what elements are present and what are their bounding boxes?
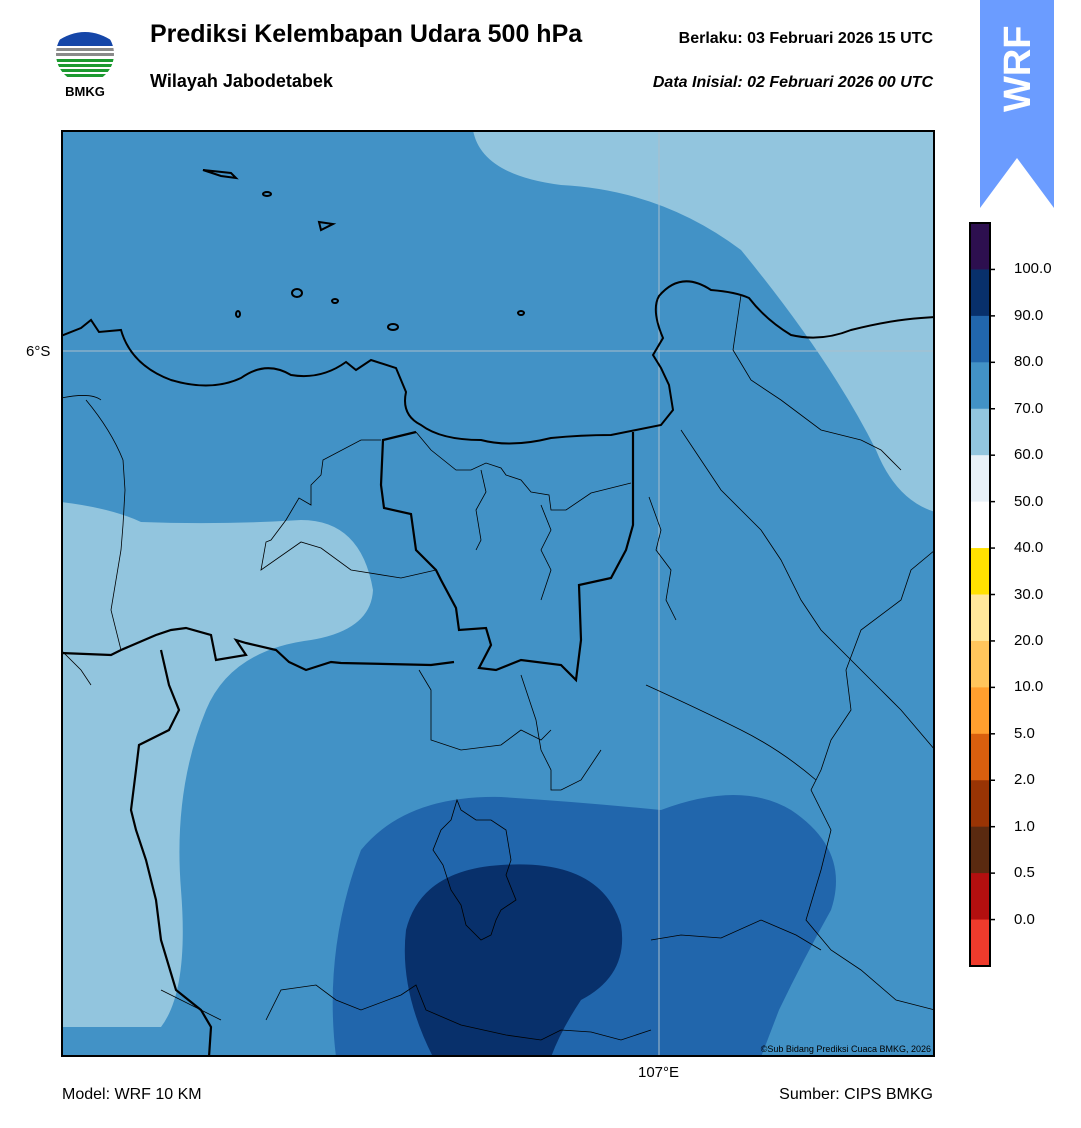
- island: [387, 323, 399, 331]
- colorbar-bin: [970, 780, 990, 828]
- island: [235, 310, 241, 318]
- map-subtitle: Wilayah Jabodetabek: [150, 71, 333, 91]
- wrf-badge: WRF: [980, 0, 1054, 210]
- colorbar-bin: [970, 223, 990, 270]
- colorbar-tick-label: 60.0: [1014, 446, 1044, 464]
- colorbar-bin: [970, 269, 990, 317]
- regency-borders: [61, 294, 935, 1041]
- colorbar-tick-label: 80.0: [1014, 353, 1044, 371]
- province-border-banten: [61, 626, 455, 672]
- source-label: Sumber: CIPS BMKG: [779, 1086, 933, 1103]
- colorbar-bin: [970, 408, 990, 456]
- colorbar-bin: [970, 640, 990, 688]
- colorbar-bins: [969, 222, 995, 967]
- rh-90-100-area: [404, 864, 623, 1057]
- province-border-jakarta: [379, 430, 635, 683]
- map-frame: [61, 130, 935, 1057]
- colorbar-tick-label: 40.0: [1014, 539, 1044, 557]
- valid-time: Berlaku: 03 Februari 2026 15 UTC: [678, 30, 933, 47]
- colorbar-bin: [970, 919, 990, 967]
- colorbar-bin: [970, 826, 990, 874]
- colorbar-bin: [970, 455, 990, 503]
- island: [262, 191, 272, 197]
- rh-60-70-southwest: [61, 1007, 156, 1027]
- colorbar-bin: [970, 733, 990, 781]
- rh-60-70-northeast: [473, 130, 935, 512]
- colorbar-bin: [970, 873, 990, 921]
- colorbar-bin: [970, 687, 990, 735]
- colorbar-tick-label: 10.0: [1014, 678, 1044, 696]
- province-border-west: [129, 649, 213, 1057]
- island: [202, 169, 239, 180]
- colorbar-tick-label: 30.0: [1014, 585, 1044, 603]
- island: [517, 310, 525, 316]
- wrf-badge-text: WRF: [997, 25, 1039, 112]
- wrf-badge-shape: [980, 0, 1054, 208]
- copyright-text: ©Sub Bidang Prediksi Cuaca BMKG, 2026: [761, 1044, 931, 1054]
- lat-tick-label: 6°S: [26, 343, 51, 360]
- humidity-map: ©Sub Bidang Prediksi Cuaca BMKG, 2026: [61, 130, 935, 1057]
- island: [331, 298, 339, 304]
- colorbar-tick-label: 20.0: [1014, 631, 1044, 649]
- bmkg-logo-icon: BMKG: [56, 25, 114, 99]
- colorbar-tick-label: 70.0: [1014, 399, 1044, 417]
- colorbar-tick-label: 0.5: [1014, 864, 1035, 882]
- island: [291, 288, 303, 298]
- logo-text: BMKG: [65, 84, 105, 99]
- colorbar: [968, 222, 1078, 968]
- colorbar-tick-label: 5.0: [1014, 724, 1035, 742]
- map-title: Prediksi Kelembapan Udara 500 hPa: [150, 20, 583, 48]
- colorbar-bin: [970, 594, 990, 642]
- colorbar-tick-label: 0.0: [1014, 910, 1035, 928]
- init-time: Data Inisial: 02 Februari 2026 00 UTC: [652, 74, 933, 91]
- colorbar-tick-label: 2.0: [1014, 771, 1035, 789]
- island: [317, 220, 337, 232]
- coastline: [61, 280, 935, 445]
- colorbar-tick-label: 1.0: [1014, 817, 1035, 835]
- colorbar-bin: [970, 362, 990, 410]
- bmkg-logo: BMKG: [52, 20, 118, 100]
- model-label: Model: WRF 10 KM: [62, 1086, 202, 1103]
- colorbar-tick-label: 100.0: [1014, 260, 1052, 278]
- colorbar-tick-label: 50.0: [1014, 492, 1044, 510]
- colorbar-bin: [970, 501, 990, 549]
- colorbar-bin: [970, 548, 990, 595]
- rh-60-70-west: [61, 502, 373, 1027]
- colorbar-tick-label: 90.0: [1014, 306, 1044, 324]
- colorbar-bin: [970, 315, 990, 363]
- lon-tick-label: 107°E: [638, 1064, 680, 1081]
